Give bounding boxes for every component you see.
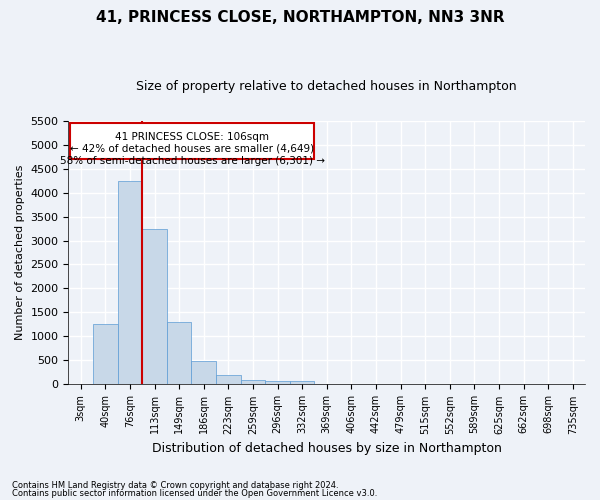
Bar <box>191 361 216 384</box>
Bar <box>265 381 290 384</box>
Text: ← 42% of detached houses are smaller (4,649): ← 42% of detached houses are smaller (4,… <box>70 144 314 154</box>
Bar <box>241 380 265 384</box>
Text: 41 PRINCESS CLOSE: 106sqm: 41 PRINCESS CLOSE: 106sqm <box>115 132 269 141</box>
Y-axis label: Number of detached properties: Number of detached properties <box>15 165 25 340</box>
Bar <box>118 180 142 384</box>
Text: 41, PRINCESS CLOSE, NORTHAMPTON, NN3 3NR: 41, PRINCESS CLOSE, NORTHAMPTON, NN3 3NR <box>95 10 505 25</box>
Text: 58% of semi-detached houses are larger (6,301) →: 58% of semi-detached houses are larger (… <box>59 156 325 166</box>
Bar <box>216 375 241 384</box>
Text: Contains public sector information licensed under the Open Government Licence v3: Contains public sector information licen… <box>12 488 377 498</box>
FancyBboxPatch shape <box>70 123 314 159</box>
Bar <box>142 228 167 384</box>
Title: Size of property relative to detached houses in Northampton: Size of property relative to detached ho… <box>136 80 517 93</box>
Bar <box>167 322 191 384</box>
Bar <box>93 324 118 384</box>
Text: Contains HM Land Registry data © Crown copyright and database right 2024.: Contains HM Land Registry data © Crown c… <box>12 481 338 490</box>
X-axis label: Distribution of detached houses by size in Northampton: Distribution of detached houses by size … <box>152 442 502 455</box>
Bar <box>290 381 314 384</box>
